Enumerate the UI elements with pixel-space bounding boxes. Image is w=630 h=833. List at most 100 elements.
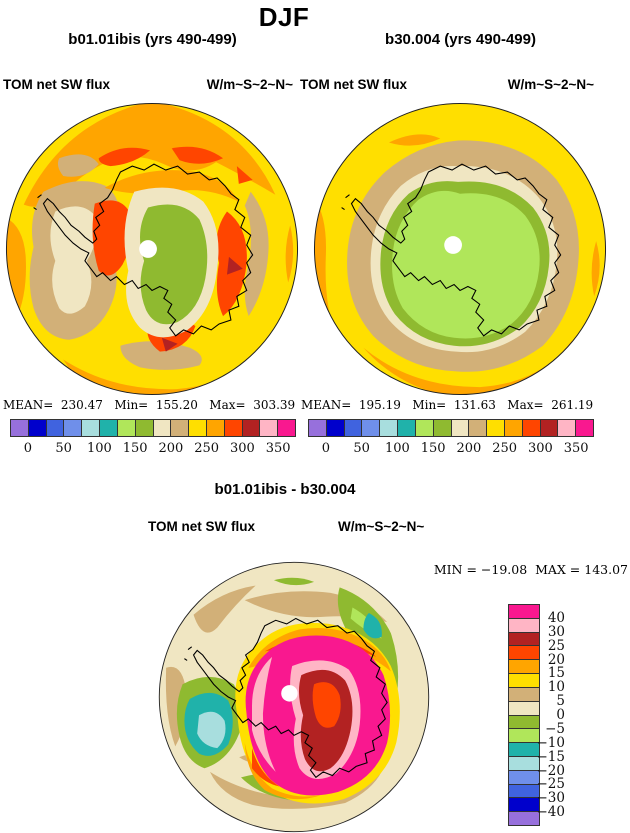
- contour-blob: [314, 194, 338, 340]
- colorbar-cell: [558, 420, 577, 436]
- contour-blob: [171, 146, 224, 164]
- colorbar-cell: [344, 420, 363, 436]
- colorbar-tick-label: 20: [547, 651, 565, 668]
- colorbar-tick-label: 50: [353, 441, 370, 456]
- colorbar-cell: [509, 812, 539, 825]
- colorbar-ticks-right: 0 50 100 150 200 250 300 350: [308, 441, 594, 457]
- units-label-right: W/m~S~2~N~: [507, 77, 594, 92]
- contour-blob: [226, 256, 243, 275]
- units-label-left: W/m~S~2~N~: [206, 77, 293, 92]
- colorbar-cell: [509, 743, 539, 757]
- contour-blob: [251, 656, 276, 772]
- colorbar-tick-label: 15: [547, 665, 565, 682]
- map-difference: [158, 561, 430, 833]
- coastal-islands: [184, 646, 193, 661]
- colorbar-cell: [509, 798, 539, 813]
- colorbar-cell: [433, 420, 452, 436]
- colorbar-tick-label: −25: [536, 776, 566, 793]
- colorbar-right: [308, 419, 594, 437]
- colorbar-cell: [242, 420, 261, 436]
- contour-blob: [236, 166, 253, 184]
- colorbar-tick-label: 200: [158, 441, 184, 456]
- contour-blob: [251, 748, 280, 787]
- colorbar-tick-label: 350: [265, 441, 291, 456]
- colorbar-tick-label: 40: [547, 609, 565, 626]
- colorbar-tick-label: 5: [556, 693, 565, 710]
- colorbar-cell: [509, 674, 539, 688]
- colorbar-tick-label: 200: [456, 441, 482, 456]
- colorbar-tick-label: −40: [536, 804, 566, 821]
- pole-hole: [444, 236, 462, 254]
- colorbar-cell: [509, 618, 539, 633]
- coastal-islands: [341, 194, 350, 210]
- coastal-islands: [33, 194, 42, 210]
- map-boundary-circle: [313, 102, 607, 396]
- units-label-diff: W/m~S~2~N~: [338, 519, 425, 534]
- field-label-right: TOM net SW flux: [300, 77, 407, 92]
- colorbar-cell: [153, 420, 172, 436]
- colorbar-tick-label: 150: [420, 441, 446, 456]
- colorbar-cell: [487, 420, 505, 436]
- colorbar-cell: [509, 687, 539, 702]
- contour-blob: [591, 241, 600, 297]
- contour-blob: [285, 225, 294, 283]
- colorbar-cell: [206, 420, 225, 436]
- panel-title-b30-004: b30.004 (yrs 490-499): [385, 31, 536, 48]
- colorbar-cell: [224, 420, 243, 436]
- diff-minmax: MIN = −19.08 MAX = 143.07: [433, 562, 628, 577]
- colorbar-cell: [362, 420, 381, 436]
- colorbar-cell: [540, 420, 559, 436]
- colorbar-cell: [509, 660, 539, 675]
- colorbar-tick-label: 250: [194, 441, 220, 456]
- contour-blob: [120, 341, 202, 370]
- pole-hole: [281, 685, 298, 702]
- colorbar-tick-label: 350: [563, 441, 589, 456]
- colorbar-cell: [509, 756, 539, 771]
- colorbar-tick-label: −30: [536, 790, 566, 807]
- map-boundary-circle: [5, 102, 299, 396]
- colorbar-tick-label: 0: [23, 441, 33, 456]
- map-b30-004: [313, 102, 607, 396]
- diff-panel-title: b01.01ibis - b30.004: [214, 481, 356, 498]
- contour-blob: [312, 682, 341, 728]
- map-boundary-circle: [158, 561, 430, 833]
- contour-blob: [92, 200, 133, 276]
- contour-fills-right: [314, 103, 606, 395]
- colorbar-cell: [509, 605, 539, 619]
- pole-hole: [139, 240, 157, 258]
- east-antarctica-green-region: [139, 204, 208, 325]
- colorbar-cell: [415, 420, 434, 436]
- antarctica-coastline: [350, 163, 562, 337]
- colorbar-cell: [509, 715, 539, 730]
- contour-blob: [50, 206, 97, 314]
- colorbar-cell: [504, 420, 523, 436]
- colorbar-diff: [508, 604, 540, 826]
- colorbar-cell: [64, 420, 83, 436]
- colorbar-cell: [28, 420, 47, 436]
- colorbar-tick-label: 0: [556, 707, 565, 723]
- colorbar-cell: [509, 770, 539, 785]
- colorbar-cell: [46, 420, 65, 436]
- colorbar-tick-label: 30: [547, 623, 565, 640]
- colorbar-cell: [100, 420, 118, 436]
- panel-title-b01-01ibis: b01.01ibis (yrs 490-499): [68, 31, 237, 48]
- contour-fills-left: [6, 103, 298, 395]
- field-label-left: TOM net SW flux: [3, 77, 110, 92]
- contour-blob: [197, 711, 226, 749]
- colorbar-cell: [509, 784, 539, 799]
- colorbar-tick-label: 100: [384, 441, 410, 456]
- colorbar-cell: [380, 420, 399, 436]
- contour-blob: [388, 134, 441, 146]
- contour-blob: [98, 147, 151, 167]
- colorbar-cell: [309, 420, 327, 436]
- contour-blob: [244, 742, 320, 800]
- colorbar-tick-label: 300: [527, 441, 553, 456]
- colorbar-tick-label: −20: [536, 762, 566, 779]
- colorbar-cell: [117, 420, 136, 436]
- colorbar-ticks-left: 0 50 100 150 200 250 300 350: [10, 441, 296, 457]
- colorbar-ticks-diff: 40 30 25 20 15 10 5 0 −5 −10 −15 −20 −25 −30 −40: [505, 604, 566, 826]
- colorbar-tick-label: 0: [321, 441, 331, 456]
- map-b01-01ibis: [5, 102, 299, 396]
- field-label-diff: TOM net SW flux: [148, 519, 255, 534]
